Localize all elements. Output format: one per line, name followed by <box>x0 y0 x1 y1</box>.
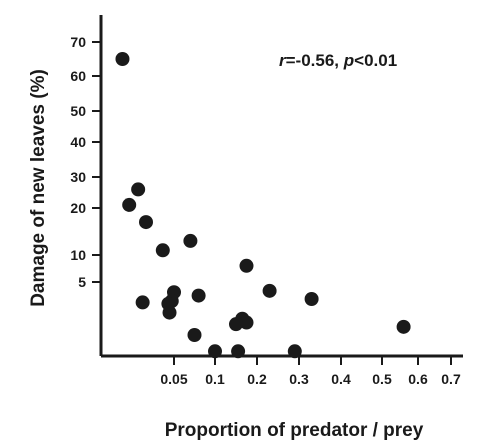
y-tick-label: 50 <box>70 103 86 119</box>
data-point <box>304 292 319 306</box>
x-tick-label: 0.3 <box>289 371 309 387</box>
y-axis-title: Damage of new leaves (%) <box>28 69 49 307</box>
x-ticks: 0.05 0.1 0.2 0.3 0.4 0.5 0.6 0.7 <box>160 356 461 387</box>
data-point <box>191 288 206 303</box>
data-point <box>396 319 411 334</box>
data-point <box>187 328 202 342</box>
x-tick-label: 0.6 <box>408 371 428 387</box>
y-tick-label: 5 <box>78 274 86 290</box>
data-point <box>162 305 177 320</box>
data-point <box>139 215 153 230</box>
data-point <box>155 243 170 258</box>
axes <box>99 15 463 358</box>
p-symbol: p <box>343 51 354 70</box>
correlation-annotation: r=-0.56, p<0.01 <box>279 51 397 70</box>
x-tick-label: 0.4 <box>331 371 351 387</box>
y-ticks: 5 10 20 30 40 50 60 70 <box>70 34 101 290</box>
p-value: <0.01 <box>354 51 397 70</box>
y-tick-label: 10 <box>70 247 86 263</box>
data-point <box>208 344 222 359</box>
x-tick-label: 0.05 <box>160 371 187 387</box>
data-points <box>115 52 411 359</box>
x-axis-title: Proportion of predator / prey <box>165 420 424 441</box>
data-point <box>115 52 130 66</box>
data-point <box>122 197 137 212</box>
data-point <box>239 258 254 273</box>
data-point <box>183 233 198 248</box>
r-value: =-0.56, <box>286 51 344 70</box>
x-tick-label: 0.5 <box>372 371 392 387</box>
y-tick-label: 60 <box>70 68 86 84</box>
x-tick-label: 0.7 <box>441 371 461 387</box>
y-tick-label: 40 <box>70 134 86 150</box>
y-tick-label: 20 <box>70 200 86 216</box>
data-point <box>131 182 146 197</box>
x-tick-label: 0.1 <box>205 371 225 387</box>
x-tick-label: 0.2 <box>247 371 267 387</box>
data-point <box>262 283 277 298</box>
r-symbol: r <box>279 51 287 70</box>
data-point <box>239 315 254 330</box>
data-point <box>231 344 246 359</box>
data-point <box>229 317 243 332</box>
data-point <box>135 295 150 310</box>
data-point <box>287 344 302 359</box>
y-tick-label: 30 <box>70 169 86 185</box>
y-tick-label: 70 <box>70 34 86 50</box>
